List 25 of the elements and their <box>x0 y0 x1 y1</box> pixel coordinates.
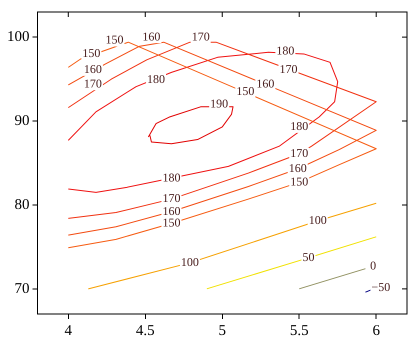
annotation: 160 <box>142 29 160 44</box>
annotation: 0 <box>370 258 376 272</box>
annotation: 180 <box>147 72 166 86</box>
annotation: 150 <box>236 84 254 98</box>
annotation: 160 <box>84 62 102 76</box>
annotation: 50 <box>302 250 314 264</box>
y-tick-label: 100 <box>7 29 30 46</box>
x-tick-label: 6 <box>372 322 380 339</box>
annotation: 180 <box>290 119 308 134</box>
x-tick-label: 4.5 <box>136 322 155 339</box>
y-tick-label: 80 <box>14 196 30 213</box>
x-tick-label: 5 <box>218 322 226 339</box>
annotation: 170 <box>192 29 210 44</box>
annotation: −50 <box>371 280 390 294</box>
annotation: 180 <box>276 44 294 58</box>
annotation: 170 <box>279 62 298 76</box>
annotation: 190 <box>210 96 228 110</box>
annotation: 160 <box>256 76 274 90</box>
annotation: 150 <box>82 46 100 60</box>
y-tick-label: 90 <box>14 112 30 129</box>
y-tick-label: 70 <box>14 280 30 297</box>
annotation: 150 <box>105 32 124 47</box>
annotation: 170 <box>84 76 102 90</box>
x-tick-label: 5.5 <box>290 322 309 339</box>
x-tick-label: 4 <box>64 322 73 339</box>
